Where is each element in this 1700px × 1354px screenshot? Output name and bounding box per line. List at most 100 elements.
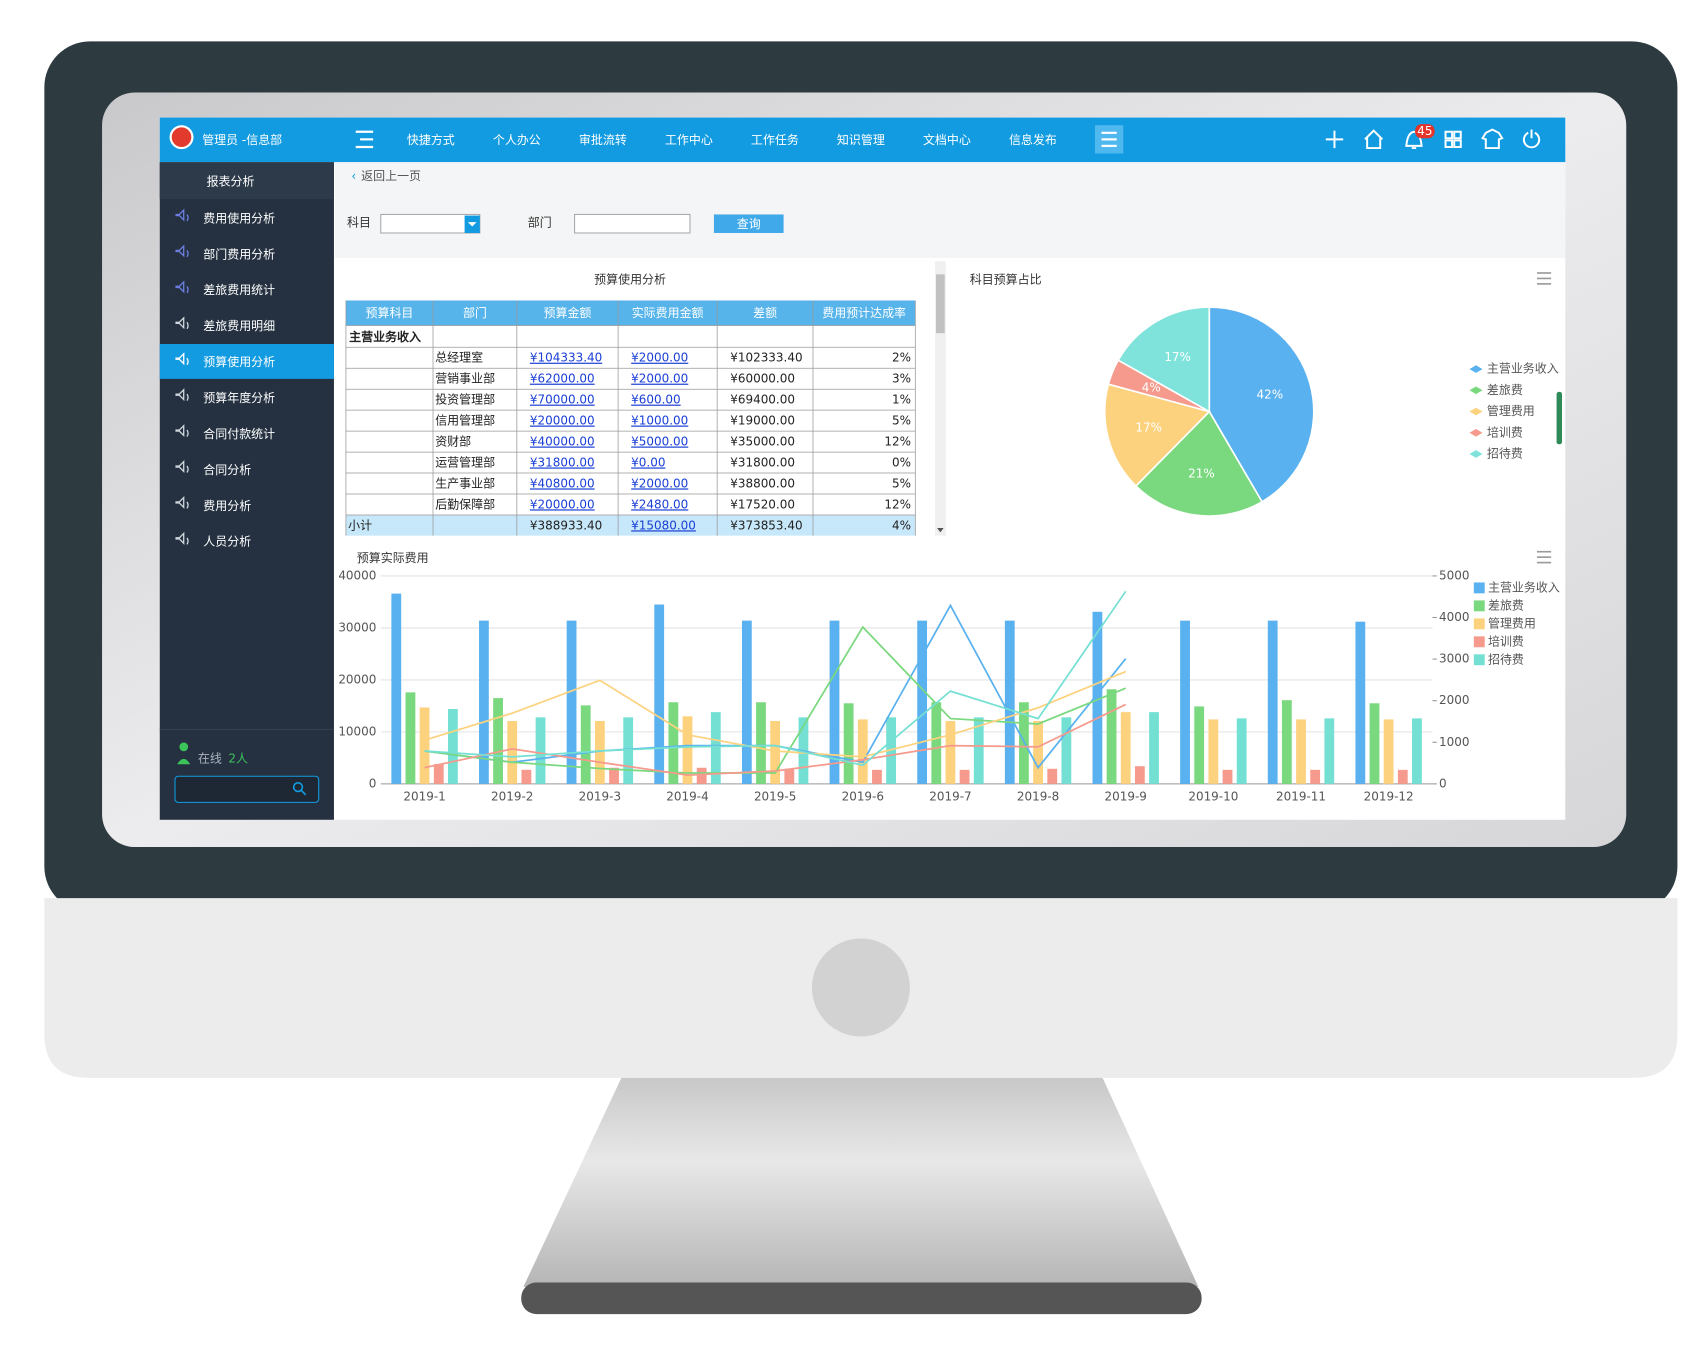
legend-label[interactable]: 管理费用 [1487,403,1535,418]
sidebar-item[interactable]: 差旅费用明细 [203,319,275,333]
table-cell: 生产事业部 [435,475,495,490]
bar [594,720,605,784]
legend-label[interactable]: 招待费 [1487,446,1523,460]
nav-item[interactable]: 快捷方式 [407,132,455,147]
active-item-bg [159,344,334,379]
nav-item[interactable]: 信息发布 [1009,132,1057,147]
back-link[interactable]: 返回上一页 [361,169,421,183]
table-cell: ¥388933.40 [530,518,602,532]
sidebar-item[interactable]: 合同分析 [203,462,251,477]
scrollbar[interactable] [934,261,946,536]
legend-label[interactable]: 主营业务收入 [1487,361,1559,376]
amount-link[interactable]: ¥5000.00 [631,435,688,449]
amount-link[interactable]: ¥20000.00 [530,497,595,511]
menu-toggle[interactable] [355,130,374,149]
pie-slice [1103,383,1211,488]
add-icon[interactable] [1325,130,1344,149]
legend-label[interactable]: 差旅费 [1488,598,1524,612]
amount-link[interactable]: ¥62000.00 [530,372,595,386]
x-tick-label: 2019-9 [1105,789,1147,803]
table-cell: ¥17520.00 [730,497,795,511]
pie-menu[interactable] [1536,272,1552,285]
line-series [424,590,1127,767]
legend-label[interactable]: 管理费用 [1488,615,1536,630]
table-cell: 5% [892,476,911,490]
slice-label: 17% [1135,420,1162,434]
amount-link[interactable]: ¥2000.00 [631,476,688,490]
bar [1120,712,1131,784]
legend-swatch [1473,582,1485,594]
nav-item[interactable]: 个人办公 [493,132,541,147]
legend-swatch [1469,386,1483,395]
bar [1267,620,1278,784]
y-tick-label: 40000 [338,568,376,582]
nav-item[interactable]: 审批流转 [579,132,627,147]
nav-item[interactable]: 工作中心 [665,132,713,147]
amount-link[interactable]: ¥2480.00 [631,497,688,511]
sidebar-item[interactable]: 预算使用分析 [203,354,275,369]
bar [1106,689,1117,784]
bar [1222,769,1233,784]
bar [741,620,752,784]
amount-link[interactable]: ¥0.00 [631,455,665,469]
legend-label[interactable]: 招待费 [1488,652,1524,666]
bar [1296,719,1306,784]
dept-input[interactable] [574,213,691,234]
scroll-thumb[interactable] [936,274,945,334]
legend-swatch [1473,600,1485,612]
bar [931,702,942,784]
table-cell: 投资管理部 [435,392,495,407]
sidebar-item[interactable]: 费用分析 [203,499,251,513]
sidebar-item[interactable]: 费用使用分析 [203,210,275,225]
sidebar-item[interactable]: 部门费用分析 [203,246,275,261]
bell-icon[interactable] [1405,130,1423,150]
amount-link[interactable]: ¥104333.40 [530,351,602,365]
table-cell: ¥102333.40 [730,351,802,365]
apps-icon[interactable] [1444,130,1462,148]
sidebar-item[interactable]: 差旅费用统计 [203,283,275,297]
legend-label[interactable]: 培训费 [1488,633,1524,648]
amount-link[interactable]: ¥70000.00 [530,393,595,407]
skin-icon[interactable] [1481,128,1504,150]
combo-menu[interactable] [1536,550,1552,564]
table-cell: 总经理室 [435,350,483,365]
bar [1047,768,1058,784]
table-cell: 运营管理部 [435,454,495,469]
amount-link[interactable]: ¥40800.00 [530,476,595,490]
amount-link[interactable]: ¥600.00 [631,393,681,407]
nav-item[interactable]: 工作任务 [751,132,799,147]
column-header: 费用预计达成率 [822,305,906,320]
column-header: 预算金额 [544,305,592,320]
legend-label[interactable]: 差旅费 [1487,383,1523,397]
amount-link[interactable]: ¥15080.00 [631,518,696,532]
sidebar-item[interactable]: 合同付款统计 [203,426,275,441]
sidebar-item[interactable]: 人员分析 [203,535,251,549]
bar [405,692,416,784]
amount-link[interactable]: ¥1000.00 [631,414,688,428]
table-title: 预算使用分析 [594,271,666,286]
home-icon[interactable] [1364,129,1384,150]
power-icon[interactable] [1522,129,1541,149]
nav-item[interactable]: 文档中心 [923,132,971,147]
amount-link[interactable]: ¥20000.00 [530,414,595,428]
bar [1355,621,1366,784]
bar [784,768,795,784]
chart-title: 科目预算占比 [970,271,1042,286]
legend-scroll [1556,391,1563,445]
legend-label[interactable]: 主营业务收入 [1488,579,1560,594]
amount-link[interactable]: ¥2000.00 [631,372,688,386]
item-icon [175,316,189,330]
bar [1134,766,1145,784]
bar [770,720,781,784]
amount-link[interactable]: ¥2000.00 [631,351,688,365]
query-button[interactable] [713,214,784,233]
sidebar-search[interactable] [174,775,320,803]
amount-link[interactable]: ¥31800.00 [530,455,595,469]
toolbar [335,162,1566,259]
nav-item[interactable]: 知识管理 [837,132,885,147]
amount-link[interactable]: ¥40000.00 [530,435,595,449]
table-cell: 12% [884,435,911,449]
sidebar-item[interactable]: 预算年度分析 [203,390,275,405]
legend-label[interactable]: 培训费 [1487,424,1523,439]
